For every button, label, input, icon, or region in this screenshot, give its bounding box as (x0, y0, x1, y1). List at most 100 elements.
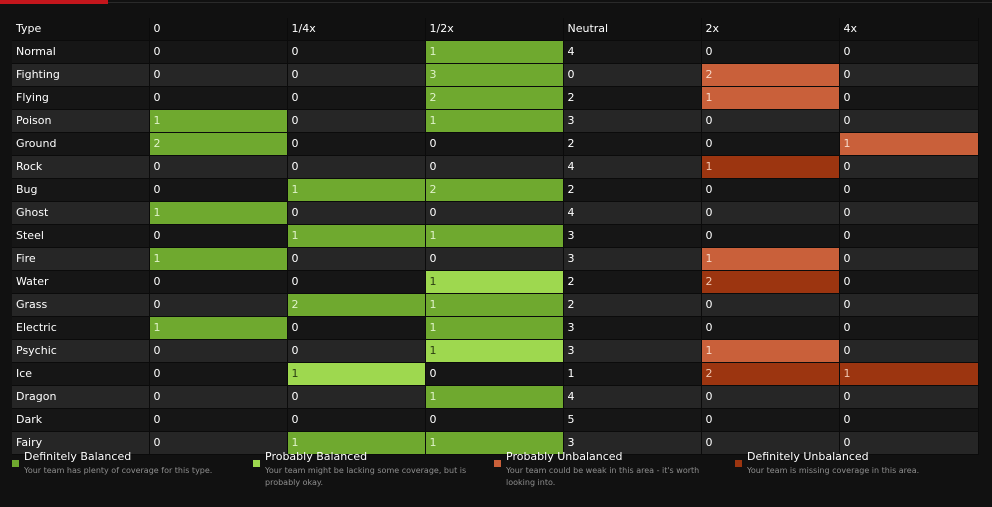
coverage-cell-db: 3 (425, 63, 564, 87)
legend-description: Your team has plenty of coverage for thi… (24, 466, 213, 475)
coverage-cell: 0 (287, 339, 426, 363)
table-row: Dragon 0 0 1 4 0 0 (12, 385, 979, 409)
type-name-cell: Ghost (12, 201, 150, 225)
legend-swatch (735, 460, 742, 467)
coverage-cell: 0 (701, 431, 840, 455)
coverage-cell: 0 (425, 201, 564, 225)
coverage-cell: 1 (563, 362, 702, 386)
type-name-cell: Fighting (12, 63, 150, 87)
top-divider (108, 2, 992, 3)
coverage-cell-du: 2 (701, 270, 840, 294)
coverage-cell-pu: 1 (701, 247, 840, 271)
top-accent-bar (0, 0, 108, 4)
type-name-cell: Rock (12, 155, 150, 179)
table-row: Fire 1 0 0 3 1 0 (12, 247, 979, 271)
coverage-cell: 5 (563, 408, 702, 432)
coverage-cell-pu: 1 (839, 132, 979, 156)
coverage-cell: 0 (839, 339, 979, 363)
table-row: Dark 0 0 0 5 0 0 (12, 408, 979, 432)
coverage-cell-db: 1 (287, 431, 426, 455)
coverage-cell: 0 (839, 40, 979, 64)
coverage-cell: 4 (563, 40, 702, 64)
coverage-cell-du: 2 (701, 362, 840, 386)
coverage-cell: 0 (149, 408, 288, 432)
coverage-cell: 0 (149, 270, 288, 294)
coverage-cell-du: 1 (839, 362, 979, 386)
coverage-cell-pu: 2 (701, 63, 840, 87)
coverage-cell-db: 2 (425, 86, 564, 110)
table-row: Poison 1 0 1 3 0 0 (12, 109, 979, 133)
coverage-cell: 0 (149, 86, 288, 110)
coverage-cell-pb: 1 (425, 270, 564, 294)
coverage-cell: 0 (287, 408, 426, 432)
coverage-cell: 3 (563, 316, 702, 340)
coverage-cell: 0 (701, 224, 840, 248)
legend-swatch (253, 460, 260, 467)
coverage-cell: 0 (149, 385, 288, 409)
column-header: Neutral (563, 18, 702, 41)
coverage-cell: 0 (839, 408, 979, 432)
coverage-cell: 0 (701, 293, 840, 317)
coverage-cell: 3 (563, 109, 702, 133)
legend-title: Probably Balanced (265, 450, 368, 463)
coverage-cell-db: 1 (425, 293, 564, 317)
legend-swatch (494, 460, 501, 467)
legend-title: Probably Unbalanced (506, 450, 623, 463)
table-row: Ground 2 0 0 2 0 1 (12, 132, 979, 156)
column-header: 0 (149, 18, 288, 41)
type-name-cell: Psychic (12, 339, 150, 363)
coverage-cell-db: 1 (287, 224, 426, 248)
coverage-cell-db: 1 (425, 40, 564, 64)
table-row: Steel 0 1 1 3 0 0 (12, 224, 979, 248)
table-row: Fighting 0 0 3 0 2 0 (12, 63, 979, 87)
coverage-cell: 0 (149, 293, 288, 317)
table-row: Ice 0 1 0 1 2 1 (12, 362, 979, 386)
coverage-cell-db: 2 (287, 293, 426, 317)
coverage-cell: 0 (149, 178, 288, 202)
coverage-cell: 4 (563, 155, 702, 179)
legend-description: Your team could be weak in this area - i… (506, 466, 700, 487)
coverage-cell-db: 1 (287, 178, 426, 202)
type-name-cell: Normal (12, 40, 150, 64)
coverage-cell: 0 (149, 224, 288, 248)
coverage-cell: 0 (701, 109, 840, 133)
coverage-cell: 0 (287, 385, 426, 409)
type-name-cell: Water (12, 270, 150, 294)
coverage-cell: 0 (701, 132, 840, 156)
legend-description: Your team might be lacking some coverage… (265, 466, 467, 487)
coverage-cell: 2 (563, 178, 702, 202)
coverage-cell: 0 (149, 362, 288, 386)
type-name-cell: Ice (12, 362, 150, 386)
table-row: Bug 0 1 2 2 0 0 (12, 178, 979, 202)
coverage-cell: 0 (287, 316, 426, 340)
coverage-cell: 0 (701, 40, 840, 64)
type-name-cell: Steel (12, 224, 150, 248)
coverage-cell: 2 (563, 270, 702, 294)
type-name-cell: Dark (12, 408, 150, 432)
coverage-cell: 3 (563, 247, 702, 271)
type-name-cell: Grass (12, 293, 150, 317)
coverage-cell: 0 (287, 63, 426, 87)
coverage-cell: 0 (839, 63, 979, 87)
coverage-cell: 0 (425, 408, 564, 432)
coverage-cell-db: 1 (425, 385, 564, 409)
coverage-cell: 0 (839, 293, 979, 317)
coverage-cell: 0 (287, 155, 426, 179)
coverage-cell: 3 (563, 339, 702, 363)
coverage-cell: 4 (563, 385, 702, 409)
table-row: Electric 1 0 1 3 0 0 (12, 316, 979, 340)
coverage-cell: 0 (425, 247, 564, 271)
column-header: 4x (839, 18, 979, 41)
coverage-cell: 0 (701, 316, 840, 340)
coverage-cell: 4 (563, 201, 702, 225)
coverage-cell-db: 2 (149, 132, 288, 156)
coverage-cell-pu: 1 (701, 339, 840, 363)
coverage-cell-pu: 1 (701, 86, 840, 110)
table-row: Ghost 1 0 0 4 0 0 (12, 201, 979, 225)
coverage-cell: 0 (425, 155, 564, 179)
coverage-cell: 2 (563, 86, 702, 110)
coverage-cell-db: 1 (425, 431, 564, 455)
coverage-cell: 0 (701, 408, 840, 432)
coverage-cell-db: 1 (149, 247, 288, 271)
column-header: Type (12, 18, 150, 41)
